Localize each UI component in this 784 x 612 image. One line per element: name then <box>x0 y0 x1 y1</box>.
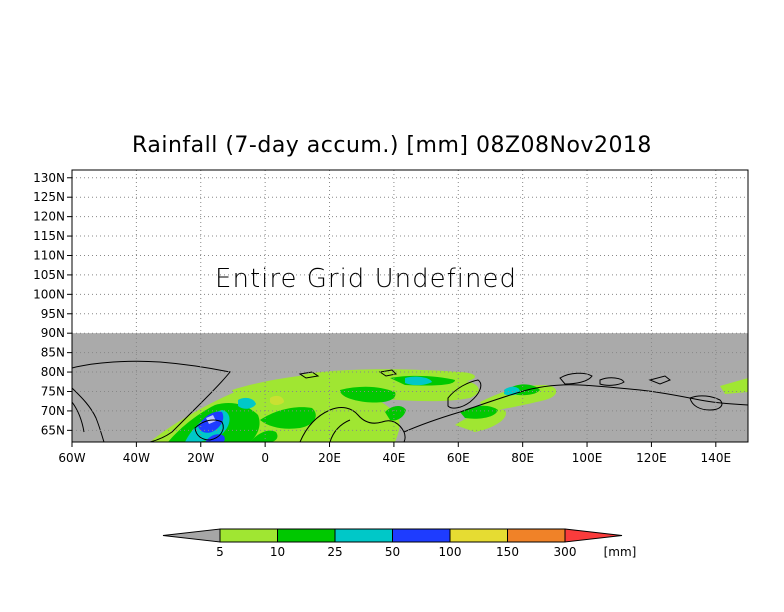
lat-tick-label: 110N <box>33 248 65 262</box>
undefined-grid-message: Entire Grid Undefined <box>215 264 517 294</box>
lon-tick-label: 60W <box>58 451 85 465</box>
lat-tick-label: 100N <box>33 287 65 301</box>
legend-level-label: 5 <box>216 545 224 559</box>
legend-high-arrow <box>564 528 623 543</box>
legend-level-label: 300 <box>554 545 577 559</box>
lon-tick-label: 20W <box>187 451 214 465</box>
legend-level-label: 50 <box>385 545 400 559</box>
lat-tick-label: 70N <box>41 404 65 418</box>
color-legend: 5 10 25 50 100 150 300 [mm] <box>162 528 637 559</box>
lat-tick-label: 80N <box>41 365 65 379</box>
lat-tick-label: 85N <box>41 346 65 360</box>
lon-tick-label: 140E <box>701 451 732 465</box>
map-title: Rainfall (7-day accum.) [mm] 08Z08Nov201… <box>132 133 652 158</box>
lat-tick-label: 130N <box>33 171 65 185</box>
lon-tick-label: 100E <box>572 451 603 465</box>
lon-tick-label: 60E <box>447 451 470 465</box>
longitude-axis: 60W 40W 20W 0 20E 40E 60E 80E 100E 120E 140E <box>58 442 731 465</box>
lon-tick-label: 0 <box>261 451 269 465</box>
legend-unit-label: [mm] <box>604 545 637 559</box>
coastlines <box>72 360 748 442</box>
lat-tick-label: 115N <box>33 229 65 243</box>
legend-level-label: 100 <box>439 545 462 559</box>
lon-tick-label: 80E <box>511 451 534 465</box>
lat-tick-label: 65N <box>41 423 65 437</box>
grid-lines <box>72 170 748 442</box>
legend-swatch <box>334 528 393 543</box>
lat-tick-label: 90N <box>41 326 65 340</box>
legend-swatch <box>507 528 566 543</box>
lat-tick-label: 125N <box>33 190 65 204</box>
legend-swatch <box>277 528 336 543</box>
legend-level-label: 150 <box>496 545 519 559</box>
lon-tick-label: 120E <box>636 451 667 465</box>
lon-tick-label: 40W <box>123 451 150 465</box>
lon-tick-label: 20E <box>318 451 341 465</box>
legend-swatch <box>449 528 508 543</box>
legend-level-label: 25 <box>327 545 342 559</box>
lat-tick-label: 105N <box>33 268 65 282</box>
legend-swatch <box>219 528 278 543</box>
legend-level-label: 10 <box>270 545 285 559</box>
latitude-axis: 130N 125N 120N 115N 110N 105N 100N 95N 90N 85N 80N… <box>33 171 72 437</box>
lat-tick-label: 95N <box>41 307 65 321</box>
legend-swatch <box>392 528 451 543</box>
lat-tick-label: 120N <box>33 210 65 224</box>
legend-low-arrow <box>162 528 221 543</box>
lat-tick-label: 75N <box>41 384 65 398</box>
plot-frame <box>71 169 749 443</box>
lon-tick-label: 40E <box>382 451 405 465</box>
map-plot-area <box>72 170 748 442</box>
